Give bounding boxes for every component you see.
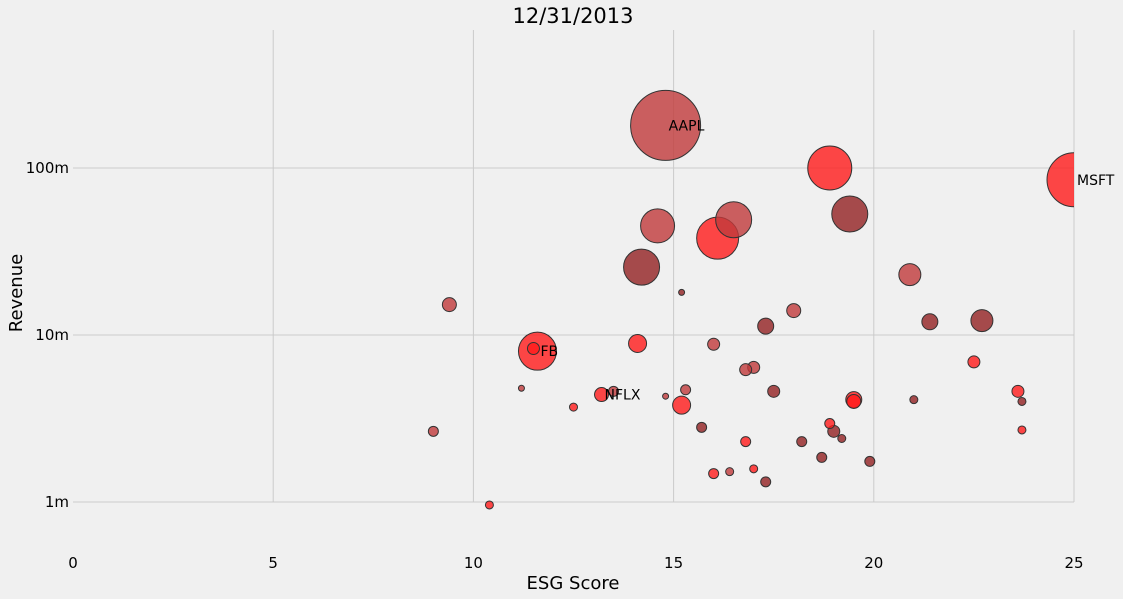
bubble bbox=[760, 476, 772, 488]
point-label-msft: MSFT bbox=[1077, 173, 1115, 189]
point-label-aapl: AAPL bbox=[669, 118, 705, 134]
bubble-msft bbox=[1046, 152, 1074, 208]
bubble bbox=[427, 425, 439, 437]
point-labels: AAPL MSFT FB NFLX bbox=[540, 118, 1114, 403]
point-label-fb: FB bbox=[540, 344, 558, 360]
chart-title: 12/31/2013 bbox=[512, 4, 633, 28]
y-tick-label: 1m bbox=[45, 493, 69, 511]
grid-lines bbox=[73, 30, 1075, 503]
bubble bbox=[569, 402, 578, 412]
x-tick-label: 25 bbox=[1064, 554, 1083, 572]
x-tick-label: 5 bbox=[268, 554, 278, 572]
bubble bbox=[749, 464, 759, 474]
bubble bbox=[484, 500, 494, 510]
bubble bbox=[831, 195, 869, 233]
bubble bbox=[807, 145, 853, 191]
point-label-nflx: NFLX bbox=[605, 388, 641, 404]
bubble bbox=[796, 436, 808, 448]
bubble bbox=[757, 317, 775, 335]
bubble bbox=[441, 297, 457, 313]
bubble bbox=[767, 384, 781, 398]
bubble bbox=[909, 395, 919, 405]
x-tick-label: 0 bbox=[68, 554, 78, 572]
x-tick-label: 20 bbox=[864, 554, 883, 572]
bubble bbox=[837, 434, 847, 444]
bubble bbox=[708, 468, 720, 480]
bubble bbox=[967, 355, 981, 369]
y-tick-label: 10m bbox=[35, 326, 69, 344]
bubble bbox=[1011, 384, 1025, 398]
bubble bbox=[628, 333, 648, 353]
bubble bbox=[640, 208, 676, 244]
x-axis-title: ESG Score bbox=[527, 573, 620, 594]
bubble bbox=[526, 342, 540, 356]
bubble bbox=[846, 393, 862, 409]
bubble-aapl bbox=[630, 89, 702, 161]
y-tick-label: 100m bbox=[26, 159, 69, 177]
bubble bbox=[816, 451, 828, 463]
bubble bbox=[898, 263, 922, 287]
bubble bbox=[970, 309, 994, 333]
bubble bbox=[921, 313, 939, 331]
bubble bbox=[662, 392, 670, 400]
bubble bbox=[680, 384, 692, 396]
bubble bbox=[678, 288, 686, 296]
bubble bbox=[1017, 425, 1027, 435]
bubble bbox=[696, 421, 708, 433]
bubble bbox=[786, 303, 802, 319]
x-tick-label: 10 bbox=[464, 554, 483, 572]
bubble bbox=[864, 455, 876, 467]
tick-labels: 0 5 10 15 20 25 1m 10m 100m bbox=[26, 159, 1084, 572]
bubble bbox=[623, 248, 661, 286]
x-tick-label: 15 bbox=[664, 554, 683, 572]
bubble bbox=[715, 201, 753, 239]
bubble bbox=[740, 436, 752, 448]
bubble bbox=[608, 385, 620, 397]
bubble bbox=[739, 363, 753, 377]
bubble bbox=[672, 395, 692, 415]
bubble bbox=[824, 418, 836, 430]
bubble bbox=[707, 337, 721, 351]
bubble bbox=[1017, 396, 1027, 406]
y-axis-title: Revenue bbox=[6, 254, 27, 332]
bubble bbox=[725, 467, 735, 477]
data-points bbox=[427, 89, 1074, 510]
bubble-nflx bbox=[594, 387, 610, 403]
bubble bbox=[517, 384, 525, 392]
